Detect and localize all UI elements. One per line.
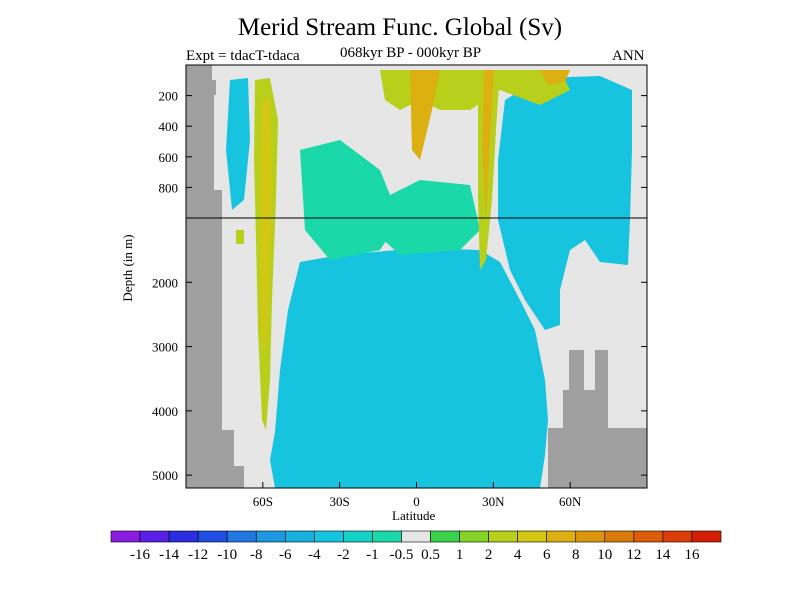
tropical-north-max <box>540 70 570 85</box>
colorbar-swatch <box>691 530 722 543</box>
colorbar-label: -6 <box>279 547 292 563</box>
y-tick-label: 3000 <box>152 340 178 355</box>
colorbar-swatch <box>372 530 402 543</box>
y-tick-label: 400 <box>159 119 179 134</box>
colorbar-swatch <box>430 530 460 543</box>
colorbar-swatch <box>255 530 286 543</box>
southern-mid-patch <box>300 140 400 260</box>
colorbar-swatch <box>633 530 664 543</box>
colorbar-label: 12 <box>626 547 641 563</box>
colorbar-swatch <box>517 530 548 543</box>
tropical-max <box>410 70 440 160</box>
abyssal-core <box>292 350 520 480</box>
colorbar-swatch <box>604 530 635 543</box>
experiment-label: Expt = tdacT-tdaca <box>186 48 300 64</box>
period-label: 068kyr BP - 000kyr BP <box>340 45 482 61</box>
chart-title: Merid Stream Func. Global (Sv) <box>237 14 563 41</box>
y-tick-label: 4000 <box>152 404 178 419</box>
colorbar-label: -12 <box>188 547 208 563</box>
southern-upper-patch <box>226 78 250 210</box>
colorbar-label: 0.5 <box>421 547 440 563</box>
colorbar-label: 16 <box>684 547 700 563</box>
colorbar-label: -10 <box>217 547 237 563</box>
x-axis-label: Latitude <box>392 508 436 523</box>
colorbar-label: -14 <box>159 547 179 563</box>
colorbar-swatch <box>314 530 344 543</box>
small-patch <box>236 230 244 244</box>
colorbar-swatch <box>226 530 257 543</box>
north-topo <box>548 350 647 488</box>
y-tick-label: 200 <box>159 89 179 104</box>
x-tick-label: 60N <box>559 494 582 509</box>
x-tick-label: 30S <box>330 494 350 509</box>
colorbar-swatch <box>110 530 141 543</box>
antarctica-topo <box>186 65 244 488</box>
colorbar-swatch <box>401 530 431 543</box>
colorbar-swatch <box>546 530 577 543</box>
colorbar-label: 4 <box>514 547 522 563</box>
colorbar-label: -2 <box>337 547 350 563</box>
colorbar-swatch <box>575 530 606 543</box>
y-tick-label: 2000 <box>152 275 178 290</box>
colorbar-label: -0.5 <box>390 547 414 563</box>
colorbar-swatch <box>197 530 228 543</box>
north-atlantic-core <box>515 110 620 240</box>
y-tick-label: 600 <box>159 150 179 165</box>
tropical-column-core <box>482 70 494 220</box>
y-tick-label: 5000 <box>152 468 178 483</box>
colorbar-label: 6 <box>543 547 551 563</box>
colorbar-label: -16 <box>130 547 150 563</box>
colorbar-label: 2 <box>485 547 493 563</box>
y-tick-label: 800 <box>159 180 179 195</box>
colorbar-swatch <box>662 530 693 543</box>
colorbar-label: -8 <box>250 547 263 563</box>
colorbar-swatch <box>284 530 315 543</box>
season-label: ANN <box>612 48 645 64</box>
colorbar-swatch <box>488 530 518 543</box>
colorbar-label: -4 <box>308 547 321 563</box>
colorbar-swatch <box>168 530 199 543</box>
colorbar-swatch <box>459 530 489 543</box>
colorbar-swatch <box>343 530 373 543</box>
colorbar-label: 8 <box>572 547 580 563</box>
x-tick-label: 60S <box>253 494 273 509</box>
southern-ocean-core <box>260 98 272 360</box>
tropical-upper-cell <box>380 70 570 110</box>
colorbar-label: -1 <box>366 547 379 563</box>
colorbar-label: 1 <box>456 547 464 563</box>
colorbar-label: 10 <box>597 547 612 563</box>
x-tick-label: 30N <box>482 494 505 509</box>
colorbar-swatch <box>139 530 170 543</box>
colorbar-label: 14 <box>655 547 671 563</box>
x-tick-label: 0 <box>413 494 420 509</box>
